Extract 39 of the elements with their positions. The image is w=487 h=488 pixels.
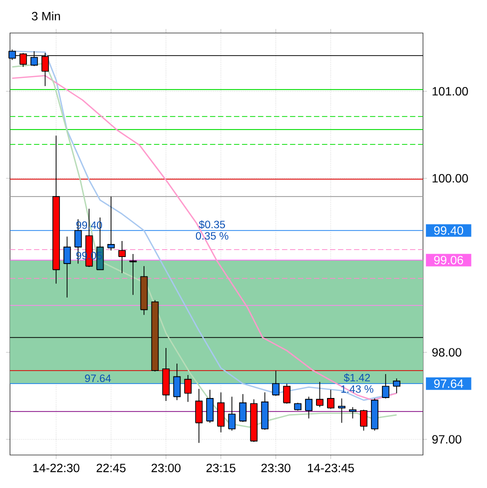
y-tick-label: 97.00 [432,435,462,444]
candlestick [184,374,192,402]
candlestick [327,389,334,410]
candlestick [206,389,214,424]
chart-title: 3 Min [32,12,60,20]
x-tick-label: 14-23:45 [308,464,354,472]
candlestick [118,240,126,274]
candlestick [392,378,400,394]
candlestick [63,236,71,298]
candlestick [195,388,203,444]
candlestick [217,392,225,433]
candlestick [239,394,247,422]
y-tick-label: 100.00 [432,174,468,183]
candlestick [360,409,368,432]
annotation: $1.42 [344,373,370,382]
ref-line-label: 99.40 [434,226,464,235]
candlestick [173,363,181,401]
y-tick-label: 101.00 [432,87,468,96]
candlestick [338,398,346,424]
x-tick-label: 14-22:30 [33,464,80,472]
candlestick [272,370,280,396]
x-tick-label: 23:15 [206,464,236,472]
candlestick [107,196,115,251]
ref-line-label: 97.64 [434,379,464,388]
candlestick [316,382,324,408]
candlestick [349,406,356,419]
annotation: 1.43 % [341,385,374,393]
candlestick [305,396,312,419]
ref-line-label: 99.06 [434,256,464,264]
candlestick [382,374,390,399]
x-tick-label: 23:30 [261,464,290,472]
y-tick-label: 98.00 [432,348,462,357]
x-tick-label: 22:45 [96,464,126,472]
annotation: 0.35 % [196,232,228,240]
candlestick [283,383,290,404]
annotation: $0.35 [198,220,225,229]
x-tick-label: 23:00 [152,464,181,472]
candlestick [228,396,236,432]
annotation: 97.64 [85,374,111,382]
